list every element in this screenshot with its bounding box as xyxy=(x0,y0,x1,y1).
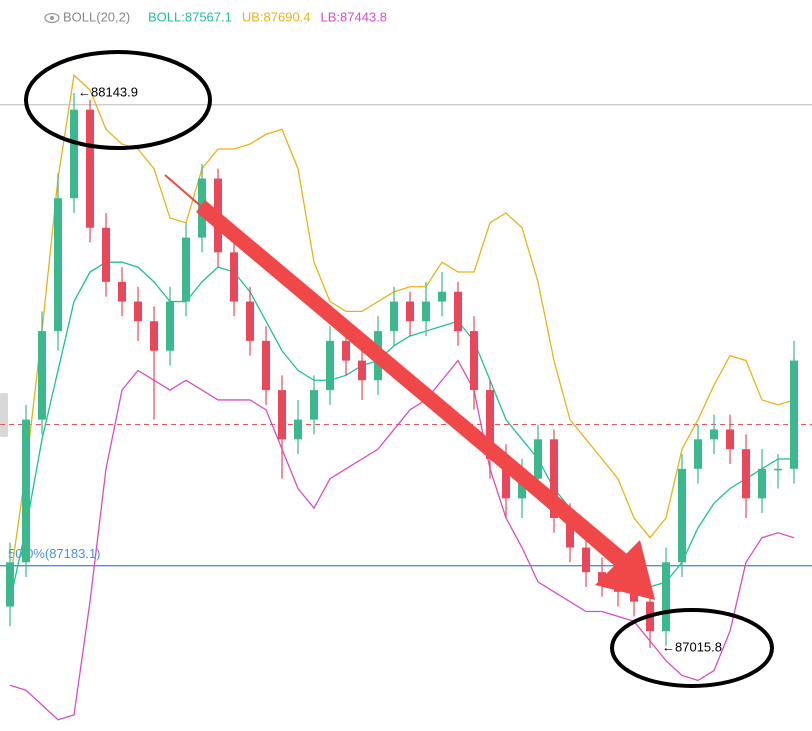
candle-body xyxy=(774,468,782,471)
candle-body xyxy=(310,390,318,420)
candle-body xyxy=(134,301,142,322)
candle-body xyxy=(550,439,558,519)
candle-body xyxy=(390,301,398,332)
highlight-ellipse xyxy=(610,608,774,688)
legend-bar: BOLL(20,2) BOLL:87567.1 UB:87690.4 LB:8744… xyxy=(44,9,388,24)
candle-body xyxy=(278,390,286,440)
candle-body xyxy=(54,198,62,332)
low-marker-label: 87015.8 xyxy=(675,639,722,654)
eye-icon[interactable] xyxy=(44,12,60,24)
candle-body xyxy=(598,572,606,582)
candle-body xyxy=(86,109,94,228)
candle-body xyxy=(502,458,510,499)
band-line xyxy=(9,359,795,721)
candle-body xyxy=(342,340,350,361)
candle-body xyxy=(38,331,46,420)
candle-body xyxy=(326,340,334,391)
legend-item: UB:87690.4 xyxy=(242,9,311,24)
candle-body xyxy=(758,468,766,499)
fib-label: 50.0%(87183.1) xyxy=(8,546,101,561)
candle-body xyxy=(150,321,158,351)
candle-body xyxy=(518,478,526,499)
side-tab[interactable] xyxy=(0,393,8,437)
highlight-ellipse xyxy=(24,50,212,150)
eye-outline xyxy=(44,12,60,24)
candle-body xyxy=(182,237,190,302)
candle-body xyxy=(742,449,750,499)
arrow-shaft xyxy=(196,200,628,567)
arrow-head xyxy=(595,540,655,600)
candle-body xyxy=(726,429,734,450)
candle-body xyxy=(22,419,30,563)
marker-arrow: ← xyxy=(662,639,675,654)
candle-body xyxy=(630,591,638,602)
candle-body xyxy=(662,562,670,632)
eye-pupil xyxy=(50,16,54,20)
high-marker-label: 88143.9 xyxy=(91,84,138,99)
candle-body xyxy=(102,227,110,282)
candle-body xyxy=(406,301,414,322)
candle-body xyxy=(454,291,462,332)
candle-body xyxy=(358,360,366,381)
candle-body xyxy=(678,468,686,563)
legend-item: BOLL:87567.1 xyxy=(148,9,232,24)
candle-body xyxy=(294,419,302,440)
marker-arrow: ← xyxy=(78,84,91,99)
legend-item: LB:87443.8 xyxy=(321,9,388,24)
plot-area: 50.0%(87183.1)← 88143.9← 87015.8 xyxy=(0,73,812,721)
candle-body xyxy=(70,109,78,199)
candle-body xyxy=(246,301,254,341)
candle-body xyxy=(694,439,702,469)
candle-body xyxy=(6,562,14,607)
band-line xyxy=(9,73,795,583)
candle-body xyxy=(230,252,238,302)
candle-body xyxy=(534,439,542,479)
candle-body xyxy=(262,340,270,391)
candle-body xyxy=(438,291,446,302)
candle-body xyxy=(422,301,430,322)
candle-body xyxy=(470,331,478,391)
candle-body xyxy=(582,547,590,573)
candle-body xyxy=(790,360,798,469)
candle-body xyxy=(566,518,574,548)
candle-body xyxy=(486,390,494,459)
annotations xyxy=(24,50,774,688)
candle-body xyxy=(710,429,718,440)
candle-body xyxy=(118,281,126,302)
candle-body xyxy=(166,301,174,351)
indicator-name: BOLL(20,2) xyxy=(63,9,130,24)
